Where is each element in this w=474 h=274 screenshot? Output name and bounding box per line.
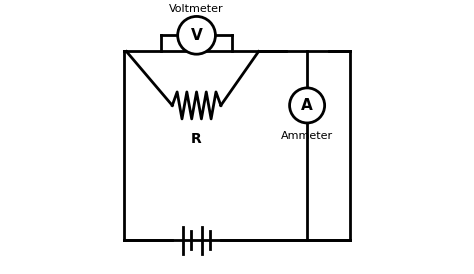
Text: Ammeter: Ammeter (281, 131, 333, 141)
Text: A: A (301, 98, 313, 113)
Text: Voltmeter: Voltmeter (169, 4, 224, 14)
Circle shape (178, 16, 215, 54)
Circle shape (290, 88, 325, 123)
Text: V: V (191, 28, 202, 43)
Text: R: R (191, 132, 202, 146)
